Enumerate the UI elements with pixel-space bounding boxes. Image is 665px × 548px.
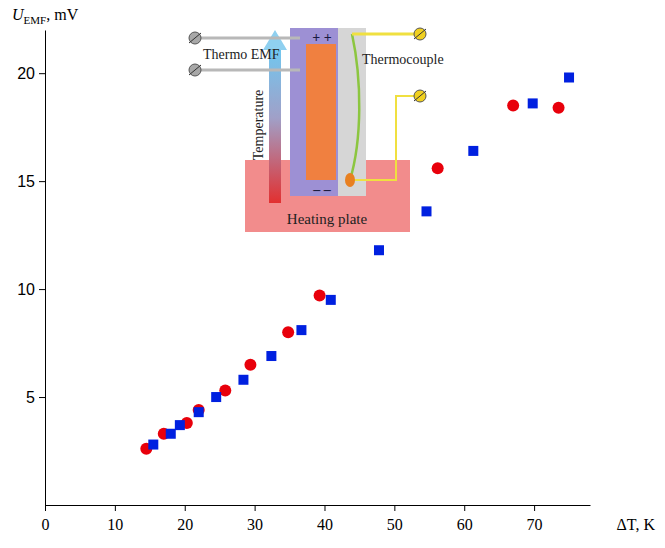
thermocouple-junction xyxy=(345,173,355,187)
point xyxy=(432,162,444,174)
tick-label: 10 xyxy=(107,516,123,533)
point xyxy=(211,392,221,402)
thermocouple-wire xyxy=(352,33,420,36)
point xyxy=(326,295,336,305)
point xyxy=(166,429,176,439)
tick-label: 50 xyxy=(387,516,403,533)
inset-label: Thermo EMF xyxy=(203,47,280,62)
tick-mark xyxy=(185,505,186,511)
tick: 15 xyxy=(17,173,45,190)
point xyxy=(468,146,478,156)
x-axis: 0 10 20 30 40 50 60 70 xyxy=(42,505,591,533)
chart: Thermo EMF Thermocouple Temperature Heating… xyxy=(0,0,665,548)
emf-wire xyxy=(195,37,300,40)
point xyxy=(238,375,248,385)
point xyxy=(314,290,326,302)
emf-terminal xyxy=(189,64,201,76)
inset-label: – – xyxy=(312,182,332,197)
tick-label: 20 xyxy=(17,65,35,82)
thermocouple-terminal xyxy=(414,90,426,102)
y-axis-title-part: , mV xyxy=(46,6,78,23)
emf-wire xyxy=(195,69,300,72)
tick: 10 xyxy=(17,281,45,298)
inset-label: Thermocouple xyxy=(362,52,444,67)
tick: 70 xyxy=(527,505,543,533)
thermocouple-terminal xyxy=(414,28,426,40)
point xyxy=(528,98,538,108)
thermocouple-terminal-slash xyxy=(414,91,426,101)
x-axis-title: ΔT, K xyxy=(617,516,656,533)
tick: 30 xyxy=(247,505,263,533)
tick-mark xyxy=(394,505,395,511)
tick: 50 xyxy=(387,505,403,533)
tick: 20 xyxy=(17,65,45,82)
thermocouple-wire xyxy=(352,96,420,180)
inset-diagram: Thermo EMF Thermocouple Temperature Heating… xyxy=(189,28,444,232)
tick-label: 60 xyxy=(457,516,473,533)
thermocouple-terminal-slash xyxy=(414,29,426,39)
point xyxy=(564,73,574,83)
tick: 60 xyxy=(457,505,473,533)
point xyxy=(374,245,384,255)
point xyxy=(296,325,306,335)
point xyxy=(422,206,432,216)
tick-label: 70 xyxy=(527,516,543,533)
series xyxy=(140,100,564,455)
tick: 20 xyxy=(177,505,193,533)
plot-area xyxy=(140,73,574,455)
tick: 10 xyxy=(107,505,123,533)
tick-mark xyxy=(39,73,45,74)
point xyxy=(266,351,276,361)
point xyxy=(175,420,185,430)
tick-mark xyxy=(115,505,116,511)
tick-mark xyxy=(39,181,45,182)
tick-mark xyxy=(255,505,256,511)
inset-label: Heating plate xyxy=(287,211,368,227)
tick: 0 xyxy=(42,505,50,533)
point xyxy=(244,359,256,371)
tick-label: 5 xyxy=(26,389,35,406)
sample-substrate xyxy=(290,28,366,196)
tick-label: 30 xyxy=(247,516,263,533)
series xyxy=(148,73,574,450)
sample-core xyxy=(306,44,336,180)
emf-terminal-slash xyxy=(189,65,201,75)
tick-mark xyxy=(39,289,45,290)
point xyxy=(553,102,565,114)
y-axis: 5 10 15 20 xyxy=(17,31,45,506)
tick-mark xyxy=(534,505,535,511)
tick-label: 20 xyxy=(177,516,193,533)
tick: 40 xyxy=(317,505,333,533)
emf-terminal xyxy=(189,32,201,44)
y-axis-title-part: EMF xyxy=(24,14,47,26)
point xyxy=(148,440,158,450)
tick-mark xyxy=(324,505,325,511)
emf-terminal-slash xyxy=(189,33,201,43)
sample-layer xyxy=(290,28,338,196)
tick-label: 15 xyxy=(17,173,35,190)
point xyxy=(194,407,204,417)
inset-label: + + xyxy=(312,30,331,45)
tick: 5 xyxy=(26,389,45,406)
point xyxy=(282,326,294,338)
tick-label: 40 xyxy=(317,516,333,533)
tick-mark xyxy=(39,397,45,398)
y-axis-title: UEMF, mV xyxy=(12,6,79,26)
axis-line xyxy=(45,31,46,506)
tick-label: 10 xyxy=(17,281,35,298)
tick-mark xyxy=(464,505,465,511)
tick-mark xyxy=(45,505,46,511)
point xyxy=(507,100,519,112)
inset-label: Temperature xyxy=(251,90,266,161)
thermocouple-green xyxy=(350,34,359,180)
axis-line xyxy=(46,505,591,506)
tick-label: 0 xyxy=(42,516,50,533)
